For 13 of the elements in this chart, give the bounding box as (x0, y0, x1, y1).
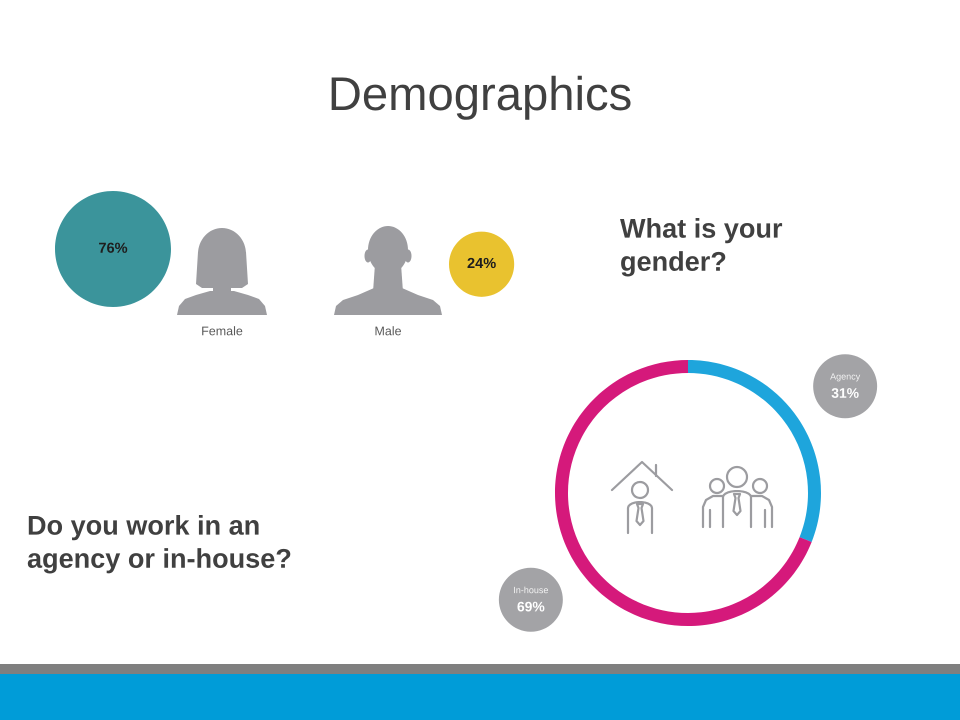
donut-slice (688, 360, 821, 542)
donut-slice (555, 360, 812, 626)
data-label: 31% (832, 388, 859, 398)
text: What is your gender? (620, 218, 782, 276)
text: Do you work in an agency or in-house? (28, 515, 290, 574)
data-label: 24% (468, 258, 496, 268)
data-label: 69% (517, 602, 544, 612)
category-label: Male (375, 326, 401, 336)
category-label: Female (202, 326, 242, 336)
data-label: 76% (99, 242, 128, 253)
text: Demographics (332, 76, 631, 120)
slice-label: Agency (830, 373, 860, 382)
slice-label: In-house (514, 586, 548, 594)
